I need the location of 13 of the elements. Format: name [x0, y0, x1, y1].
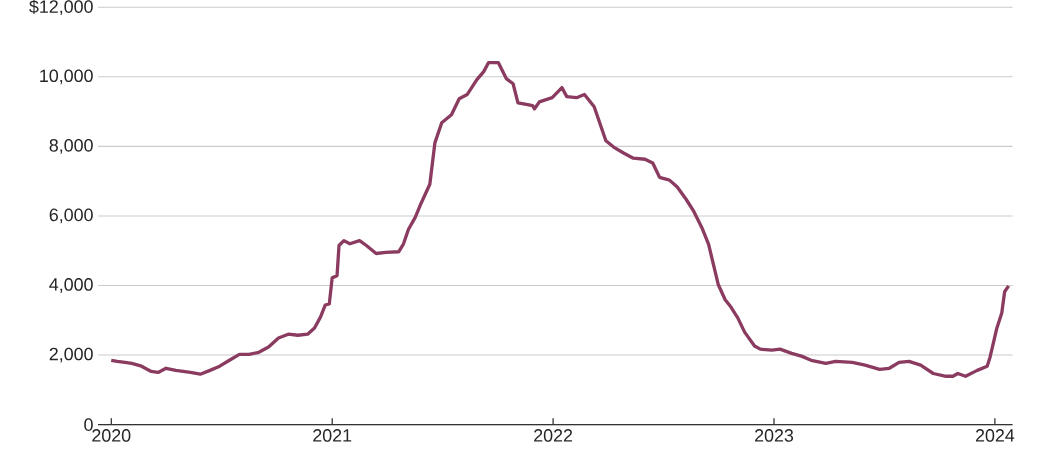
y-tick-label: 10,000: [40, 69, 93, 84]
y-tick-label: 8,000: [49, 138, 93, 154]
x-tick-label: 2024: [975, 428, 1015, 442]
x-tick-label: 2021: [313, 428, 352, 442]
x-tick-label: 2020: [92, 428, 131, 442]
y-tick-label: 6,000: [49, 208, 93, 224]
y-tick-label: $12,000: [29, 0, 93, 15]
y-tick-label: 2,000: [49, 347, 93, 363]
y-tick-label: 0: [84, 418, 93, 431]
x-tick-label: 2023: [755, 428, 794, 442]
line-series: [109, 60, 1011, 378]
y-tick-label: 4,000: [49, 277, 93, 293]
x-tick-label: 2022: [534, 428, 573, 442]
